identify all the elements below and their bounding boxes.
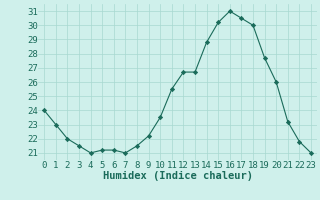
X-axis label: Humidex (Indice chaleur): Humidex (Indice chaleur) bbox=[103, 171, 252, 181]
